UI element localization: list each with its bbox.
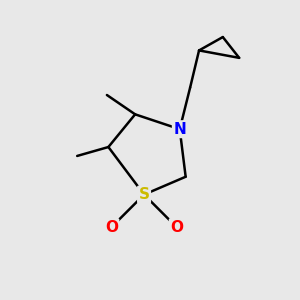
Text: O: O [170,220,183,235]
Text: O: O [105,220,118,235]
Text: N: N [173,122,186,137]
Text: S: S [139,187,150,202]
